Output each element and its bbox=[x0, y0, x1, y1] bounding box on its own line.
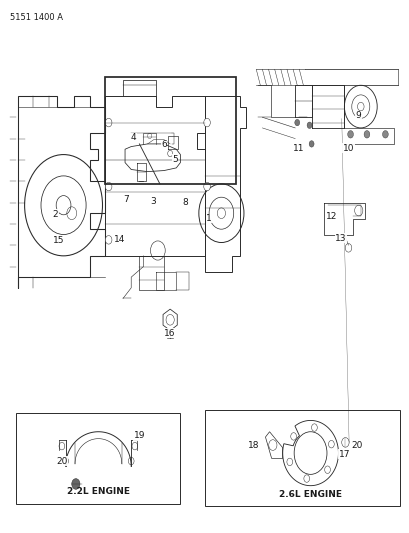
Circle shape bbox=[294, 119, 299, 126]
Text: 12: 12 bbox=[325, 213, 336, 221]
Circle shape bbox=[72, 479, 80, 489]
Text: 4: 4 bbox=[130, 133, 136, 142]
Bar bbox=[104, 77, 235, 184]
Circle shape bbox=[306, 122, 311, 128]
Text: 19: 19 bbox=[133, 432, 145, 440]
Text: 3: 3 bbox=[150, 197, 155, 206]
Text: 5151 1400 A: 5151 1400 A bbox=[10, 13, 63, 21]
Text: 2: 2 bbox=[52, 210, 58, 219]
Circle shape bbox=[203, 182, 210, 191]
Text: 2.6L ENGINE: 2.6L ENGINE bbox=[279, 490, 341, 499]
Text: 11: 11 bbox=[292, 144, 303, 152]
Bar bbox=[204, 410, 399, 506]
Circle shape bbox=[347, 131, 353, 138]
Text: 20: 20 bbox=[351, 441, 362, 449]
Text: 2.2L ENGINE: 2.2L ENGINE bbox=[67, 488, 130, 496]
Text: 13: 13 bbox=[335, 234, 346, 243]
Text: 17: 17 bbox=[338, 450, 349, 458]
Text: 10: 10 bbox=[342, 144, 353, 152]
Circle shape bbox=[382, 131, 387, 138]
Text: 8: 8 bbox=[182, 198, 188, 206]
Text: 16: 16 bbox=[163, 329, 175, 337]
Bar bbox=[16, 413, 180, 504]
Text: 7: 7 bbox=[123, 196, 129, 204]
Text: 14: 14 bbox=[114, 235, 125, 244]
Text: 1: 1 bbox=[206, 214, 211, 223]
Circle shape bbox=[105, 236, 112, 244]
Circle shape bbox=[105, 118, 112, 127]
Text: 15: 15 bbox=[52, 237, 64, 245]
Text: 5: 5 bbox=[172, 155, 178, 164]
Text: 6: 6 bbox=[161, 141, 166, 149]
Circle shape bbox=[308, 141, 313, 147]
Circle shape bbox=[363, 131, 369, 138]
Text: 9: 9 bbox=[355, 111, 361, 120]
Text: 18: 18 bbox=[247, 441, 258, 449]
Circle shape bbox=[105, 182, 112, 191]
Circle shape bbox=[203, 118, 210, 127]
Text: 20: 20 bbox=[56, 457, 68, 465]
